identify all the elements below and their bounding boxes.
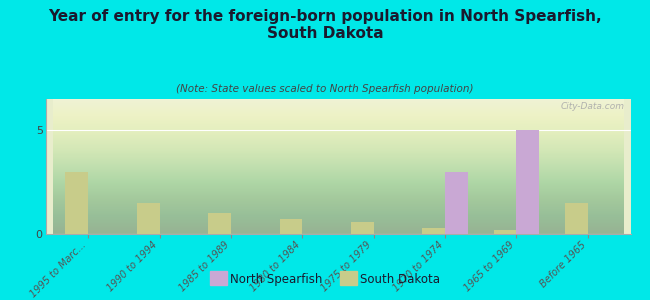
Bar [280, 220, 302, 234]
Text: Year of entry for the foreign-born population in North Spearfish,
South Dakota: Year of entry for the foreign-born popul… [48, 9, 602, 41]
Bar [565, 203, 588, 234]
Legend: North Spearfish, South Dakota: North Spearfish, South Dakota [205, 269, 445, 291]
Text: City-Data.com: City-Data.com [561, 102, 625, 111]
Bar [351, 221, 374, 234]
Bar [208, 213, 231, 234]
Bar [516, 130, 540, 234]
Bar [422, 228, 445, 234]
Bar [136, 203, 160, 234]
Bar [66, 172, 88, 234]
Bar [493, 230, 516, 234]
Bar [445, 172, 468, 234]
Text: (Note: State values scaled to North Spearfish population): (Note: State values scaled to North Spea… [176, 84, 474, 94]
